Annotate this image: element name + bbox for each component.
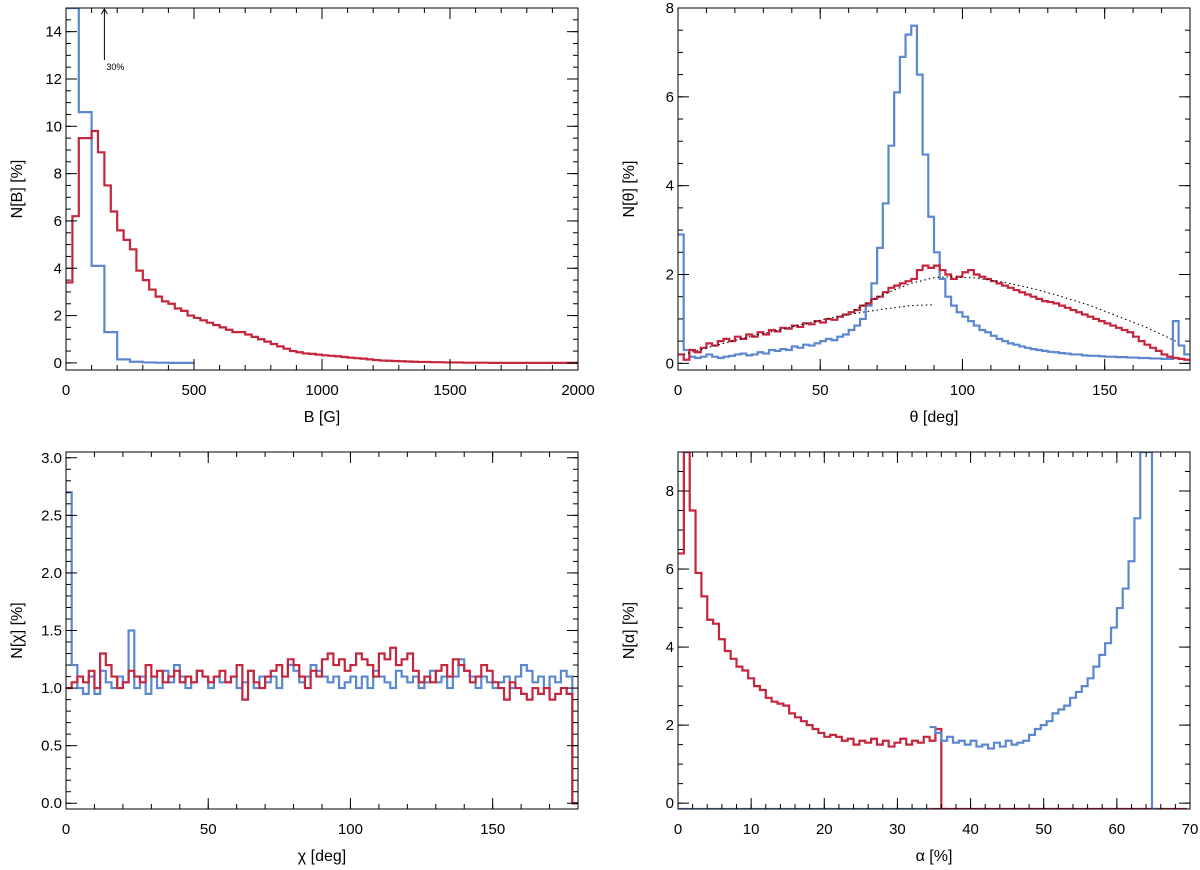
- series-blue-step-line: [66, 491, 578, 805]
- x-axis-label: B [G]: [304, 409, 340, 426]
- panel-b-histogram: 0 500 1000 1500 2000 0 2 4 6 8 10 12 14 B [G] N[B] [%]…: [9, 7, 595, 426]
- x-tick-label: 20: [816, 821, 833, 838]
- y-tick-label: 0.0: [41, 795, 62, 812]
- series-group: [66, 491, 578, 805]
- y-tick-label: 8: [54, 166, 62, 183]
- x-tick-label: 10: [743, 821, 760, 838]
- y-tick-label: 4: [666, 639, 674, 656]
- y-axis-label: N[α] [%]: [621, 602, 638, 659]
- x-tick-label: 0: [62, 382, 70, 399]
- y-tick-label: 2: [666, 717, 674, 734]
- y-axis-label: N[χ] [%]: [9, 602, 26, 658]
- dotted-fit-left-curve: [683, 304, 935, 355]
- y-tick-label: 6: [666, 561, 674, 578]
- series-blue-step-line: [66, 8, 194, 364]
- x-tick-label: 30: [889, 821, 906, 838]
- y-tick-label: 0: [666, 355, 674, 372]
- y-tick-label: 14: [45, 24, 62, 41]
- y-tick-label: 6: [54, 213, 62, 230]
- annotation-arrow-head-icon: [100, 8, 108, 15]
- y-tick-label: 0: [54, 355, 62, 372]
- series-red-step-line: [66, 129, 578, 364]
- plot-frame: [65, 7, 579, 371]
- tick-marks: [65, 7, 579, 370]
- y-tick-label: 8: [666, 0, 674, 17]
- y-axis-label: N[θ] [%]: [621, 161, 638, 218]
- tick-marks: [677, 451, 1191, 809]
- y-tick-label: 2: [666, 267, 674, 284]
- panel-chi-histogram: 0 50 100 150 0.0 0.5 1.0 1.5 2.0 2.5 3.0 χ [deg] N[χ…: [9, 450, 579, 865]
- x-tick-label: 150: [1092, 382, 1117, 399]
- x-tick-label: 500: [181, 382, 206, 399]
- series-group: [66, 8, 578, 364]
- annotation-label: 30%: [106, 62, 124, 72]
- x-tick-label: 70: [1182, 821, 1199, 838]
- y-tick-label: 4: [666, 178, 674, 195]
- x-axis-label: χ [deg]: [298, 848, 346, 865]
- x-tick-label: 100: [338, 821, 363, 838]
- x-tick-label: 40: [962, 821, 979, 838]
- y-tick-label: 12: [45, 71, 62, 88]
- x-tick-label: 60: [1109, 821, 1126, 838]
- plot-frame: [677, 451, 1191, 810]
- x-tick-label: 50: [200, 821, 217, 838]
- y-tick-label: 0: [666, 795, 674, 812]
- series-red-step-line: [66, 646, 578, 805]
- series-blue-step-line: [929, 452, 1158, 809]
- y-tick-label: 1.5: [41, 623, 62, 640]
- tick-marks: [65, 452, 579, 809]
- y-tick-label: 2.5: [41, 507, 62, 524]
- x-tick-label: 150: [480, 821, 505, 838]
- y-tick-label: 2.0: [41, 565, 62, 582]
- x-tick-label: 1500: [433, 382, 466, 399]
- x-tick-label: 2000: [561, 382, 594, 399]
- series-red-step-line: [678, 452, 948, 809]
- x-tick-label: 1000: [305, 382, 338, 399]
- y-tick-label: 4: [54, 260, 62, 277]
- y-tick-label: 2: [54, 308, 62, 325]
- x-tick-label: 0: [62, 821, 70, 838]
- y-tick-label: 1.0: [41, 680, 62, 697]
- x-tick-label: 0: [674, 382, 682, 399]
- plot-frame: [677, 7, 1191, 371]
- series-group: [678, 24, 1190, 361]
- x-axis-label: θ [deg]: [910, 409, 959, 426]
- y-axis-label: N[B] [%]: [9, 160, 26, 219]
- y-tick-label: 0.5: [41, 738, 62, 755]
- tick-marks: [677, 7, 1191, 370]
- y-tick-label: 10: [45, 118, 62, 135]
- y-tick-label: 8: [666, 483, 674, 500]
- series-red-step-line: [678, 264, 1190, 361]
- x-axis-label: α [%]: [916, 848, 953, 865]
- panel-theta-histogram: 0 50 100 150 0 2 4 6 8 θ [deg] N[θ] [%]: [621, 0, 1191, 426]
- series-blue-step-line: [678, 24, 1190, 360]
- y-tick-label: 6: [666, 89, 674, 106]
- x-tick-label: 50: [812, 382, 829, 399]
- dotted-fit-right-curve: [854, 276, 1177, 342]
- series-group: [678, 452, 1188, 809]
- panel-alpha-histogram: 0 10 20 30 40 50 60 70 0 2 4 6 8 α [%] N[α] [%]: [621, 451, 1199, 865]
- x-tick-label: 0: [674, 821, 682, 838]
- x-tick-label: 100: [950, 382, 975, 399]
- y-tick-label: 3.0: [41, 450, 62, 467]
- plot-frame: [65, 451, 579, 810]
- x-tick-label: 50: [1035, 821, 1052, 838]
